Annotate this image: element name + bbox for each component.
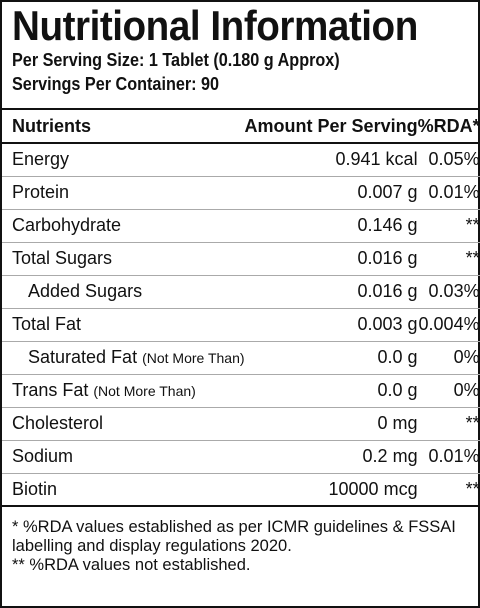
nutrient-note: (Not More Than) [142,350,245,366]
amount: 10000 mcg [328,478,418,499]
header-row: Nutrients Amount Per Serving %RDA* [2,109,480,143]
nutrient-row: Biotin 10000 mcg ** [2,473,480,506]
footnotes: * %RDA values established as per ICMR gu… [12,518,474,575]
nutrient-name: Carbohydrate [12,215,122,235]
nutrient-row: Cholesterol 0 mg ** [2,407,480,440]
nutrient-cell: Total Sugars [2,242,245,275]
nutrient-cell: Trans Fat (Not More Than) [2,374,245,407]
nutrient-row: Carbohydrate 0.146 g ** [2,209,480,242]
nutrient-cell: Cholesterol [2,407,245,440]
rda: ** [465,478,480,499]
amount: 0.003 g [357,314,418,334]
nutrient-cell: Carbohydrate [2,209,245,242]
nutrient-cell: Energy [2,143,245,176]
rda: ** [465,215,480,235]
nutrient-cell: Added Sugars [2,275,245,308]
nutrient-name: Sodium [12,446,74,466]
rda: 0.01% [428,182,480,202]
nutrient-name: Total Sugars [12,248,113,268]
title: Nutritional Information [12,2,418,49]
nutrition-table: Nutrients Amount Per Serving %RDA* Energ… [2,108,480,507]
rda: ** [465,248,480,268]
nutrient-row: Added Sugars 0.016 g 0.03% [2,275,480,308]
nutrient-row: Total Fat 0.003 g 0.004% [2,308,480,341]
serving-size: Per Serving Size: 1 Tablet (0.180 g Appr… [12,50,340,70]
column-header: Amount Per Serving [244,115,418,136]
rda: 0.05% [428,149,480,170]
nutrient-name: Protein [12,182,70,202]
rda: 0.004% [418,314,480,334]
footnote: ** %RDA values not established. [12,556,251,574]
nutrient-row: Energy 0.941 kcal 0.05% [2,143,480,176]
nutrient-name: Total Fat [12,314,82,334]
nutrient-row: Protein 0.007 g 0.01% [2,176,480,209]
rda: 0% [453,347,480,367]
rda: 0.03% [428,281,480,301]
nutrient-row: Saturated Fat (Not More Than) 0.0 g 0% [2,341,480,374]
amount: 0.146 g [357,215,418,235]
nutrient-name: Saturated Fat [28,347,138,367]
nutrient-row: Trans Fat (Not More Than) 0.0 g 0% [2,374,480,407]
nutrient-cell: Total Fat [2,308,245,341]
nutrient-cell: Saturated Fat (Not More Than) [2,341,245,374]
amount: 0.0 g [377,380,418,400]
column-header: %RDA* [417,115,480,136]
amount: 0.941 kcal [335,149,418,170]
nutrient-name: Added Sugars [28,281,143,301]
amount: 0.016 g [357,281,418,301]
nutrient-cell: Biotin [2,473,245,506]
rda: ** [465,413,480,433]
amount: 0.016 g [357,248,418,268]
amount: 0.007 g [357,182,418,202]
nutrient-name: Energy [12,149,70,170]
rda: 0.01% [428,446,480,466]
nutrient-cell: Protein [2,176,245,209]
rda: 0% [453,380,480,400]
amount: 0.0 g [377,347,418,367]
amount: 0.2 mg [362,446,418,466]
nutrient-name: Trans Fat [12,380,89,400]
nutrient-cell: Sodium [2,440,245,473]
amount: 0 mg [377,413,418,433]
nutrient-note: (Not More Than) [93,383,196,399]
nutrient-row: Sodium 0.2 mg 0.01% [2,440,480,473]
footnote: * %RDA values established as per ICMR gu… [12,518,456,555]
nutrient-name: Cholesterol [12,413,104,433]
servings-per-container: Servings Per Container: 90 [12,74,220,94]
column-header: Nutrients [12,115,92,136]
nutrient-name: Biotin [12,478,58,499]
nutrient-row: Total Sugars 0.016 g ** [2,242,480,275]
